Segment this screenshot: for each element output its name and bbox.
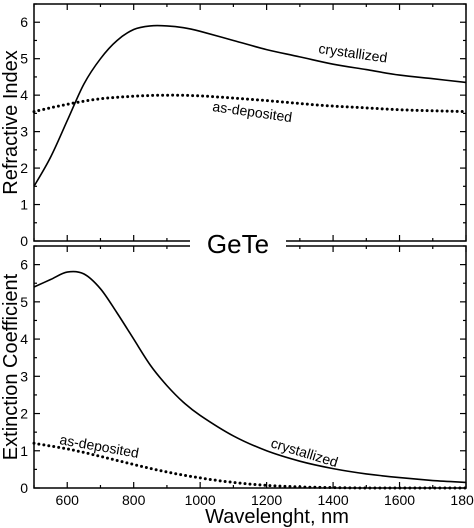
x-axis-title: Wavelenght, nm: [205, 506, 349, 528]
top-y-tick-label: 1: [20, 197, 28, 213]
bottom-crystallized-label: crystallized: [269, 435, 340, 471]
bottom-x-tick-label: 800: [122, 492, 146, 508]
top-series-crystallized: [33, 24, 467, 187]
center-title-background: [190, 227, 286, 259]
bottom-series-crystallized: [33, 270, 467, 484]
bottom-x-tick-label: 1000: [185, 492, 216, 508]
top-y-axis-title: Refractive Index: [0, 50, 22, 195]
bottom-x-tick-label: 1600: [384, 492, 415, 508]
bottom-y-tick-label: 0: [20, 480, 28, 496]
bottom-series-as-deposited: [32, 441, 468, 490]
bottom-y-tick-label: 6: [20, 257, 28, 273]
bottom-y-tick-label: 5: [20, 294, 28, 310]
figure-title: GeTe: [207, 229, 269, 259]
top-y-tick-label: 4: [20, 87, 28, 103]
top-y-tick-label: 3: [20, 124, 28, 140]
top-series-as-deposited: [32, 93, 468, 114]
bottom-as-deposited-label: as-deposited: [58, 431, 140, 461]
top-y-tick-label: 2: [20, 160, 28, 176]
refractive-index-panel: 0 1 2 3 4 5 6 Refractive Index: [0, 3, 468, 249]
top-y-tick-label: 0: [20, 233, 28, 249]
bottom-x-tick-label: 1400: [317, 492, 348, 508]
top-y-tick-label: 6: [20, 14, 28, 30]
bottom-y-tick-label: 3: [20, 368, 28, 384]
bottom-x-tick-label: 600: [56, 492, 80, 508]
top-crystallized-label: crystallized: [318, 40, 389, 65]
bottom-y-tick-label: 4: [20, 331, 28, 347]
top-plot-frame: [33, 3, 467, 242]
bottom-x-tick-label: 1200: [251, 492, 282, 508]
bottom-y-tick-label: 1: [20, 443, 28, 459]
bottom-y-axis-title: Extinction Coefficient: [0, 273, 22, 460]
bottom-y-tick-label: 2: [20, 406, 28, 422]
top-y-tick-label: 5: [20, 51, 28, 67]
